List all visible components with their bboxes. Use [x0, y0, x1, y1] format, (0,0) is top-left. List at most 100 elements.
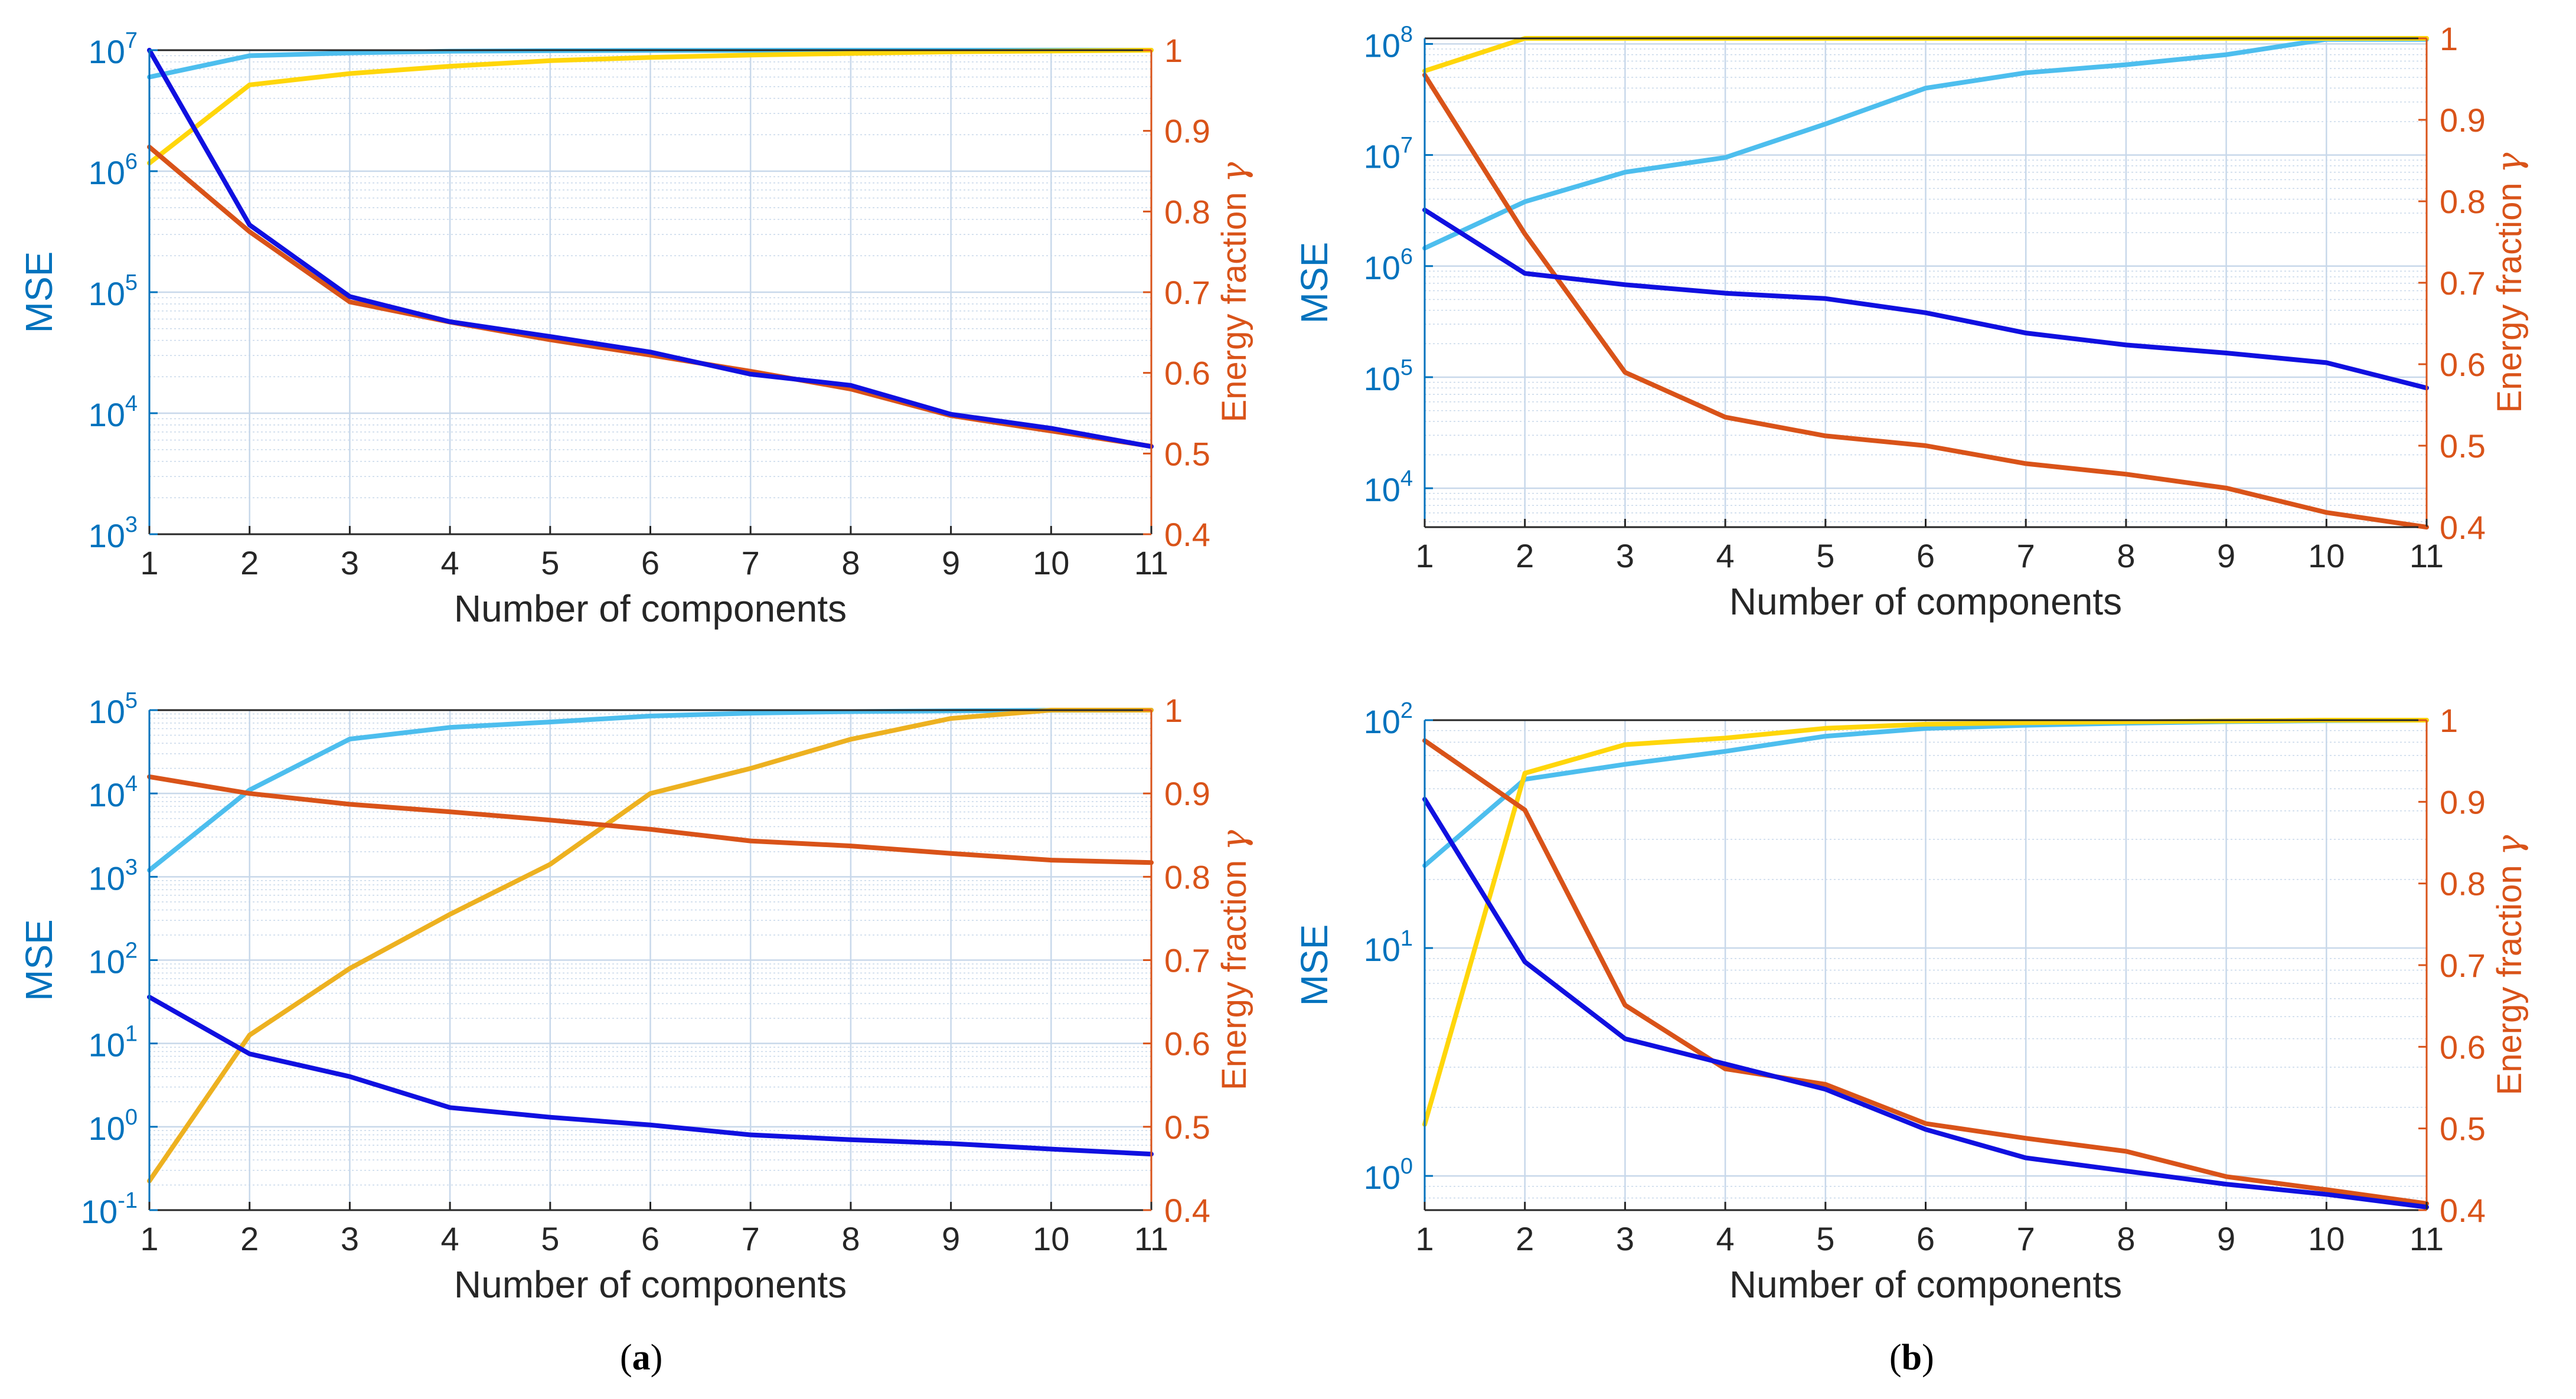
right-y-tick-label: 0.6 — [2440, 1028, 2486, 1065]
right-y-tick-label: 0.7 — [2440, 264, 2486, 302]
tick-exponent: 5 — [125, 270, 138, 295]
x-tick-label: 2 — [1516, 537, 1534, 574]
right-y-tick-label: 0.6 — [2440, 346, 2486, 383]
tick-exponent: -1 — [117, 1188, 138, 1213]
panel-label-b: (b) — [1889, 1337, 1934, 1379]
x-tick-label: 10 — [2308, 1220, 2345, 1257]
tick-exponent: 6 — [125, 149, 138, 174]
right-y-tick-label: 0.5 — [2440, 1110, 2486, 1148]
x-tick-label: 5 — [541, 544, 559, 581]
x-tick-label: 1 — [140, 1220, 158, 1257]
x-tick-label: 8 — [2117, 537, 2135, 574]
left-y-tick-label: 102 — [1364, 698, 1413, 740]
x-axis-label: Number of components — [1729, 580, 2122, 623]
x-tick-label: 4 — [441, 544, 459, 581]
tick-exponent: 0 — [1400, 1154, 1413, 1179]
tick-exponent: 1 — [1400, 926, 1413, 951]
x-tick-label: 5 — [1816, 537, 1834, 574]
tick-exponent: 5 — [1400, 355, 1413, 380]
right-y-tick-label: 0.9 — [1164, 113, 1210, 150]
right-y-tick-label: 0.4 — [2440, 1192, 2486, 1229]
x-tick-label: 5 — [541, 1220, 559, 1257]
panel-label-a-close: ) — [651, 1338, 663, 1378]
x-tick-label: 4 — [441, 1220, 459, 1257]
x-tick-label: 11 — [2410, 1220, 2444, 1257]
right-y-tick-label: 0.6 — [1164, 355, 1210, 392]
x-tick-label: 7 — [2017, 537, 2035, 574]
left-y-tick-label: 106 — [1364, 244, 1413, 286]
gamma-symbol: γ — [2489, 152, 2529, 173]
gamma-symbol: γ — [2489, 835, 2529, 855]
x-tick-label: 7 — [2017, 1220, 2035, 1257]
tick-exponent: 8 — [1400, 22, 1413, 47]
x-tick-label: 8 — [841, 544, 860, 581]
left-y-tick-label: 103 — [89, 512, 138, 554]
x-tick-label: 6 — [1917, 1220, 1935, 1257]
x-tick-label: 3 — [341, 544, 359, 581]
x-tick-label: 1 — [1415, 537, 1434, 574]
right-y-tick-label: 0.4 — [1164, 1192, 1210, 1229]
x-tick-label: 11 — [1134, 544, 1168, 581]
x-tick-label: 10 — [1033, 1220, 1069, 1257]
left-y-tick-label: 107 — [1364, 133, 1413, 175]
right-y-tick-label: 0.9 — [1164, 775, 1210, 812]
right-y-tick-label: 0.9 — [2440, 783, 2486, 821]
x-tick-label: 10 — [2308, 537, 2345, 574]
panel-label-a-letter: a — [632, 1338, 651, 1378]
x-tick-label: 2 — [1516, 1220, 1534, 1257]
right-y-tick-label: 0.5 — [1164, 435, 1210, 472]
left-y-axis-label: MSE — [1293, 242, 1336, 324]
x-axis-label: Number of components — [454, 587, 847, 630]
x-tick-label: 9 — [2217, 1220, 2235, 1257]
right-y-tick-label: 0.9 — [2440, 102, 2486, 139]
x-tick-label: 8 — [2117, 1220, 2135, 1257]
right-y-tick-label: 1 — [1164, 32, 1183, 69]
right-y-tick-label: 0.7 — [1164, 274, 1210, 311]
x-tick-label: 1 — [1415, 1220, 1434, 1257]
x-tick-label: 6 — [641, 544, 659, 581]
tick-exponent: 7 — [1400, 133, 1413, 158]
right-y-axis-label: Energy fraction γ — [1214, 162, 1254, 422]
gamma-symbol: γ — [1214, 162, 1254, 182]
x-tick-label: 3 — [1616, 537, 1634, 574]
right-y-tick-label: 0.8 — [1164, 858, 1210, 895]
left-y-tick-label: 107 — [89, 28, 138, 70]
left-y-tick-label: 104 — [1364, 466, 1413, 508]
left-y-tick-label: 100 — [1364, 1154, 1413, 1196]
right-y-axis-label: Energy fraction γ — [1214, 830, 1254, 1090]
x-tick-label: 2 — [240, 1220, 259, 1257]
left-y-tick-label: 105 — [89, 270, 138, 312]
tick-exponent: 0 — [125, 1105, 138, 1130]
left-y-tick-label: 100 — [89, 1105, 138, 1147]
panel-label-a: (a) — [620, 1337, 662, 1379]
x-tick-label: 4 — [1716, 537, 1735, 574]
right-y-tick-label: 0.6 — [1164, 1025, 1210, 1063]
x-tick-label: 11 — [2410, 537, 2444, 574]
x-tick-label: 6 — [1917, 537, 1935, 574]
x-tick-label: 7 — [742, 544, 760, 581]
right-y-tick-label: 1 — [2440, 702, 2458, 739]
panel-label-b-open: ( — [1889, 1338, 1902, 1378]
right-y-tick-label: 1 — [1164, 692, 1183, 729]
x-axis-label: Number of components — [1729, 1263, 2122, 1306]
left-y-tick-label: 101 — [1364, 926, 1413, 968]
x-tick-label: 2 — [240, 544, 259, 581]
right-y-axis-label: Energy fraction γ — [2489, 835, 2529, 1095]
x-tick-label: 7 — [742, 1220, 760, 1257]
x-tick-label: 4 — [1716, 1220, 1735, 1257]
left-y-axis-label: MSE — [18, 251, 60, 334]
x-axis-label: Number of components — [454, 1263, 847, 1306]
right-y-tick-label: 0.5 — [1164, 1109, 1210, 1146]
right-y-tick-label: 0.7 — [1164, 942, 1210, 979]
left-y-tick-label: 106 — [89, 149, 138, 191]
left-y-axis-label: MSE — [1293, 924, 1336, 1006]
left-y-axis-label: MSE — [18, 919, 60, 1001]
right-y-tick-label: 0.8 — [2440, 183, 2486, 220]
x-tick-label: 8 — [841, 1220, 860, 1257]
x-tick-label: 9 — [2217, 537, 2235, 574]
tick-exponent: 3 — [125, 855, 138, 880]
left-y-tick-label: 101 — [89, 1022, 138, 1064]
